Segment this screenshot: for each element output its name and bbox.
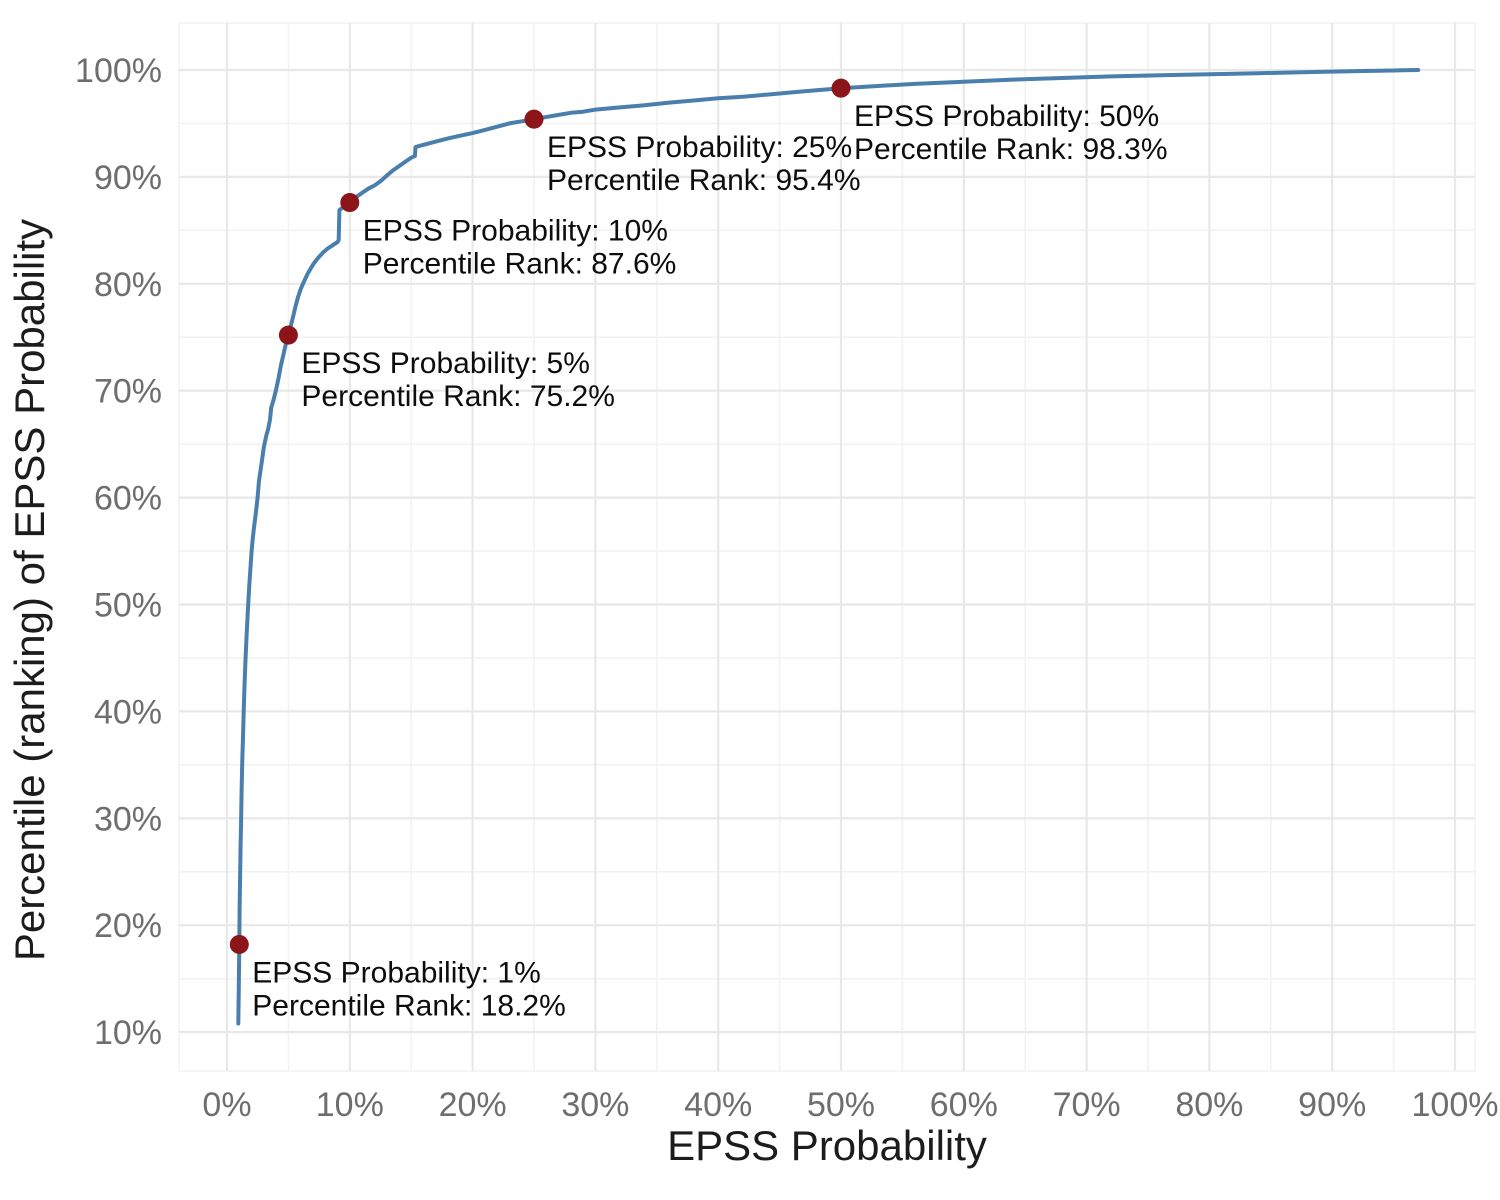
x-tick-label: 60% [930,1086,998,1124]
annotation-point-marker [831,78,851,98]
y-tick-label: 80% [94,266,162,304]
x-tick-label: 40% [684,1086,752,1124]
y-tick-label: 60% [94,480,162,518]
x-tick-label: 0% [202,1086,251,1124]
y-axis-title: Percentile (ranking) of EPSS Probability [6,219,53,961]
annotation-text-line: EPSS Probability: 1% [252,956,540,989]
grid-layer [178,22,1476,1072]
y-tick-label: 70% [94,373,162,411]
x-tick-label: 20% [439,1086,507,1124]
series-layer [236,68,1421,1026]
annotation-text-line: EPSS Probability: 5% [301,347,589,380]
annotation-text-line: EPSS Probability: 10% [363,215,668,248]
annotation-point-marker [524,109,544,129]
x-axis-title: EPSS Probability [667,1122,987,1169]
annotation-text-line: Percentile Rank: 18.2% [252,989,566,1022]
annotation-text-line: Percentile Rank: 95.4% [547,164,861,197]
x-tick-label: 30% [561,1086,629,1124]
panel-border [178,22,1476,1072]
annotation-text-line: Percentile Rank: 75.2% [301,380,615,413]
y-tick-label: 20% [94,907,162,945]
y-tick-label: 30% [94,800,162,838]
annotation-text-line: EPSS Probability: 25% [547,131,852,164]
annotation-text-line: EPSS Probability: 50% [854,100,1159,133]
annotation-text-line: Percentile Rank: 98.3% [854,133,1168,166]
y-tick-label: 10% [94,1014,162,1052]
x-tick-label: 10% [316,1086,384,1124]
axis-layer: 0% 10% 20% 30% 40% 50% 60% 70% 80% 90% 100% 10% 20% 3… [75,52,1498,1124]
annotation-layer: EPSS Probability: 1%Percentile Rank: 18.… [229,78,1168,1022]
x-tick-label: 80% [1175,1086,1243,1124]
annotation-point-marker [229,934,249,954]
ecdf-curve-line [236,68,1421,1026]
annotation-text-line: Percentile Rank: 87.6% [363,248,677,281]
y-tick-label: 100% [75,52,162,90]
annotation-point-marker [278,325,298,345]
y-tick-label: 50% [94,587,162,625]
annotation-point-marker [340,193,360,213]
y-tick-label: 40% [94,693,162,731]
x-tick-label: 70% [1053,1086,1121,1124]
x-tick-label: 50% [807,1086,875,1124]
x-tick-label: 100% [1412,1086,1499,1124]
x-tick-label: 90% [1298,1086,1366,1124]
y-tick-label: 90% [94,159,162,197]
